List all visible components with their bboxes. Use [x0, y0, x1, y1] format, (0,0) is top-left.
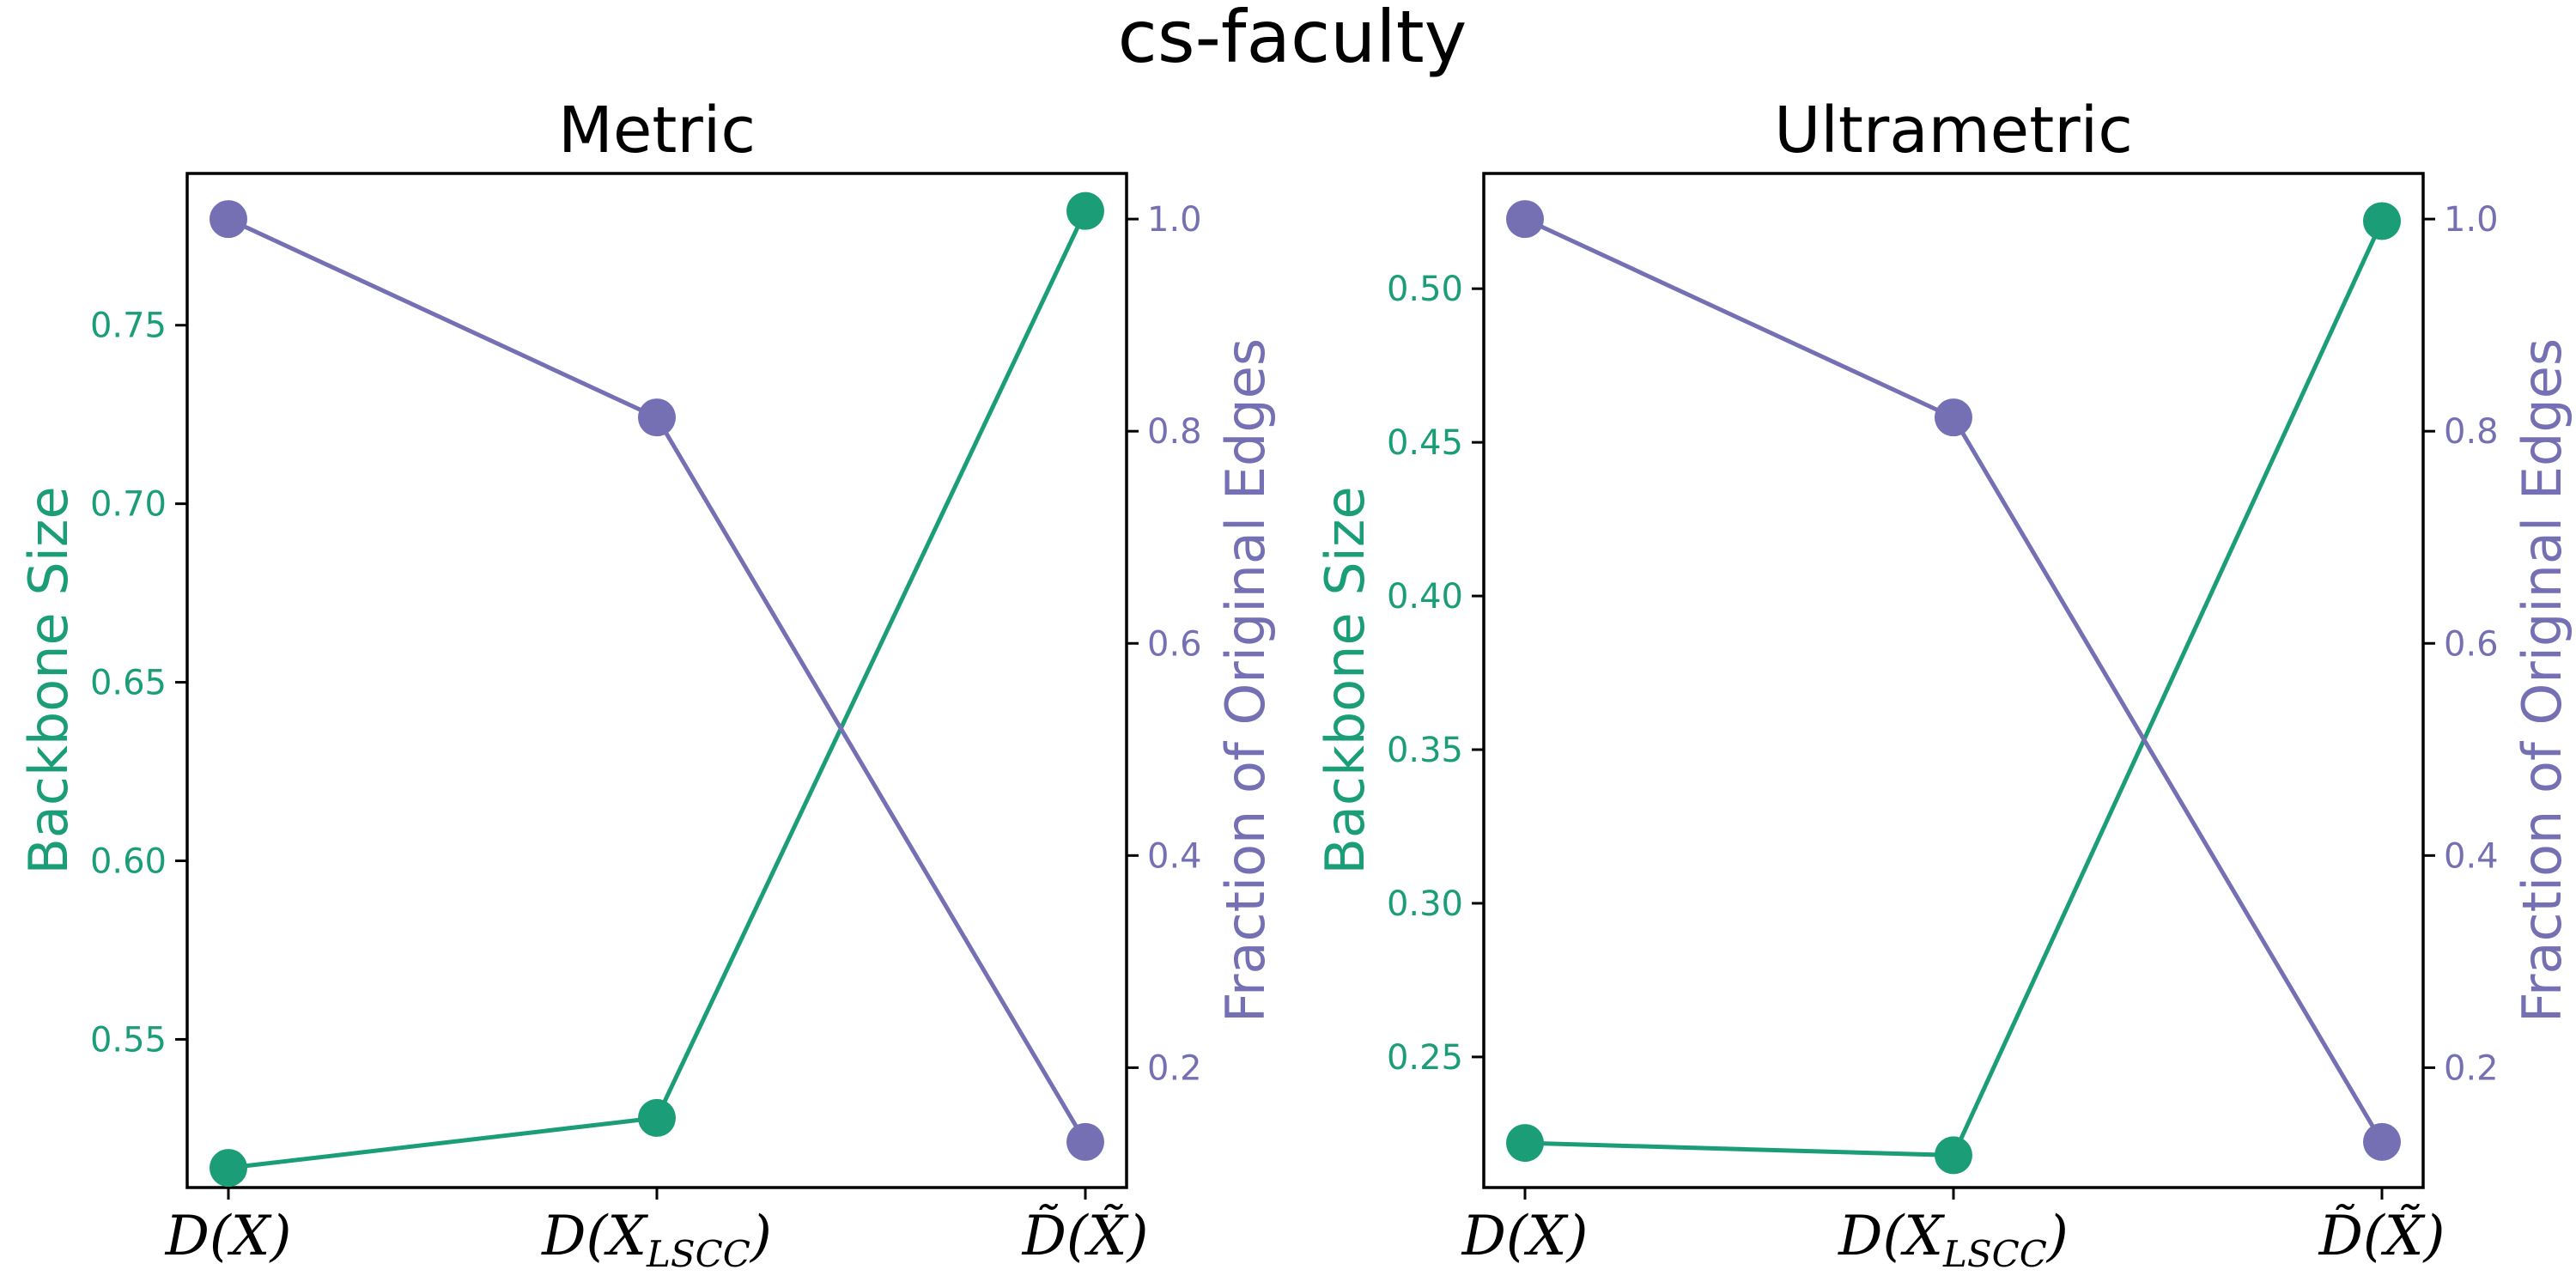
plot-frame [185, 172, 1128, 1189]
chart-panel-1: Metric 0.55 0.60 0.65 0.70 0.75 0.2 0.4 0.6 0.8 1.… [17, 94, 1277, 1275]
left-axis-tick-label: 0.55 [90, 1020, 167, 1060]
left-axis-tick-label: 0.45 [1387, 423, 1463, 463]
x-axis-tick-label: D̃(X̃) [1022, 1204, 1149, 1268]
data-point-fraction-edges [1935, 398, 1972, 437]
right-axis-label: Fraction of Original Edges [2511, 338, 2573, 1023]
right-axis-tick-label: 0.4 [2444, 836, 2499, 876]
data-point-fraction-edges [1506, 200, 1544, 239]
left-axis-tick-label: 0.30 [1387, 884, 1463, 924]
plot-frame [1482, 172, 2425, 1189]
left-axis-label: Backbone Size [17, 486, 80, 874]
x-axis-tick-label: D̃(X̃) [2318, 1204, 2445, 1268]
left-axis-tick-label: 0.25 [1387, 1038, 1463, 1078]
chart-title: Metric [558, 94, 756, 167]
figure-suptitle: cs-faculty [1118, 0, 1467, 79]
left-axis-tick-label: 0.65 [90, 664, 167, 703]
data-point-backbone-size [1066, 191, 1104, 230]
chart-panel-2: Ultrametric 0.25 0.30 0.35 0.40 0.45 0.50 0.2 0.… [1314, 94, 2573, 1275]
left-axis-tick-label: 0.60 [90, 842, 167, 882]
left-axis-label: Backbone Size [1314, 486, 1376, 874]
right-axis-label: Fraction of Original Edges [1214, 338, 1277, 1023]
left-axis-tick-label: 0.40 [1387, 577, 1463, 617]
data-point-backbone-size [1935, 1136, 1972, 1175]
right-axis-tick-label: 0.8 [1147, 412, 1202, 452]
x-axis-tick-label: D(X) [165, 1205, 292, 1268]
series-line-backbone-size [228, 210, 1088, 1170]
x-axis-tick-label: D(X) [1461, 1205, 1589, 1268]
left-axis-tick-label: 0.75 [90, 307, 167, 346]
data-point-backbone-size [2363, 202, 2401, 240]
right-axis-tick-label: 1.0 [1147, 200, 1202, 240]
data-point-fraction-edges [210, 200, 247, 239]
x-axis-tick-label: D(XLSCC) [541, 1205, 772, 1275]
left-axis-tick-label: 0.50 [1387, 270, 1463, 309]
chart-title: Ultrametric [1774, 94, 2133, 167]
data-point-fraction-edges [638, 398, 676, 437]
right-axis-tick-label: 0.2 [1147, 1048, 1202, 1088]
data-point-fraction-edges [1066, 1122, 1104, 1161]
right-axis-tick-label: 0.4 [1147, 836, 1202, 876]
left-axis-tick-label: 0.35 [1387, 731, 1463, 770]
data-point-fraction-edges [2363, 1122, 2401, 1161]
right-axis-tick-label: 0.8 [2444, 412, 2499, 452]
right-axis-tick-label: 0.2 [2444, 1048, 2499, 1088]
left-axis-tick-label: 0.70 [90, 485, 167, 525]
series-line-backbone-size [1524, 220, 2385, 1157]
right-axis-tick-label: 1.0 [2444, 200, 2499, 240]
right-axis-tick-label: 0.6 [1147, 624, 1202, 664]
data-point-backbone-size [210, 1149, 247, 1188]
data-point-backbone-size [1506, 1124, 1544, 1163]
right-axis-tick-label: 0.6 [2444, 624, 2499, 664]
series-line-fraction-edges [227, 216, 1088, 1144]
x-axis-tick-label: D(XLSCC) [1838, 1205, 2069, 1275]
data-point-backbone-size [638, 1098, 676, 1137]
series-line-fraction-edges [1523, 216, 2385, 1144]
